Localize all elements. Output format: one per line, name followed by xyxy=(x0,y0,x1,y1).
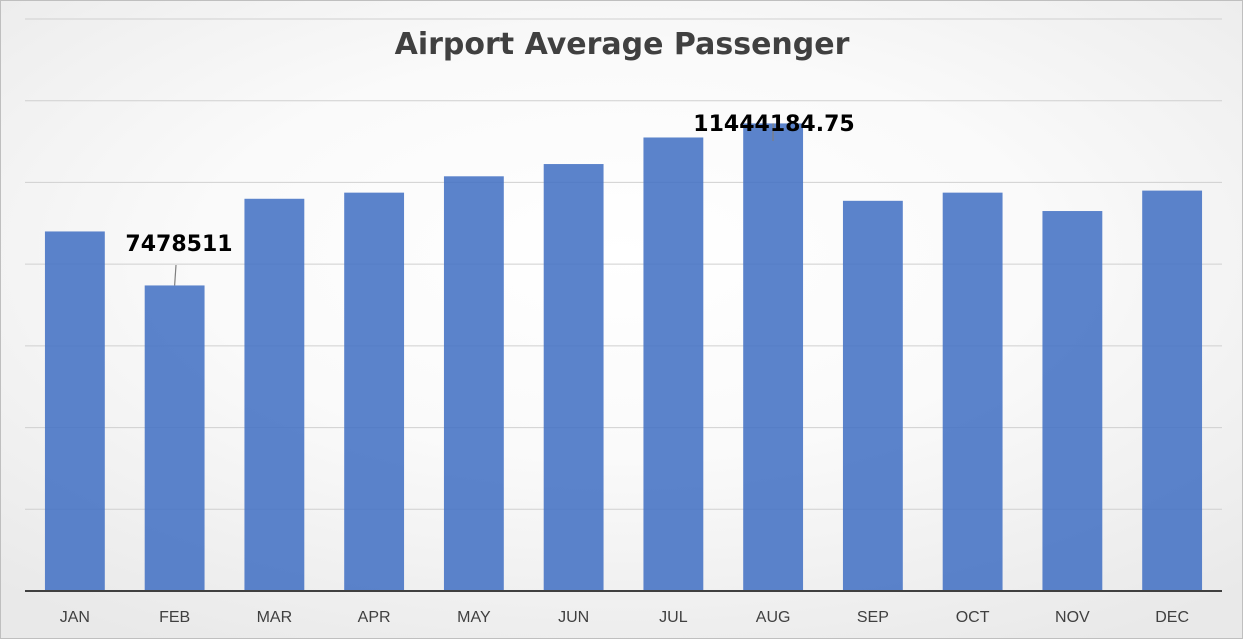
bar-nov xyxy=(1042,211,1103,591)
chart-title: Airport Average Passenger xyxy=(395,27,850,62)
x-tick-label-nov: NOV xyxy=(1055,609,1090,626)
x-tick-label-jan: JAN xyxy=(60,609,90,626)
x-tick-label-apr: APR xyxy=(358,609,391,626)
x-tick-label-sep: SEP xyxy=(857,609,889,626)
bars xyxy=(44,123,1203,592)
leader-line-feb xyxy=(174,264,177,286)
bar-aug xyxy=(743,123,804,591)
bar-may xyxy=(443,176,504,592)
bar-feb xyxy=(144,285,205,591)
x-tick-label-mar: MAR xyxy=(257,609,293,626)
bar-sep xyxy=(842,200,903,592)
x-tick-label-jun: JUN xyxy=(558,609,589,626)
bar-jul xyxy=(643,137,704,591)
bar-jan xyxy=(44,231,105,591)
data-label-feb: 7478511 xyxy=(125,232,232,257)
bar-oct xyxy=(942,192,1003,591)
x-tick-labels: JAN FEB MAR APR MAY JUN JUL AUG SEP OCT NOV DEC xyxy=(60,609,1189,626)
x-tick-label-jul: JUL xyxy=(659,609,688,626)
data-label-aug: 11444184.75 xyxy=(693,112,854,137)
x-tick-label-may: MAY xyxy=(457,609,491,626)
data-labels: 7478511 11444184.75 xyxy=(125,112,855,286)
bar-mar xyxy=(244,198,305,591)
x-tick-label-dec: DEC xyxy=(1155,609,1189,626)
x-tick-label-aug: AUG xyxy=(756,609,791,626)
x-tick-label-oct: OCT xyxy=(956,609,990,626)
x-tick-label-feb: FEB xyxy=(159,609,190,626)
gridlines xyxy=(25,18,1222,510)
bar-apr xyxy=(344,192,405,591)
bar-jun xyxy=(543,164,604,592)
bar-dec xyxy=(1142,190,1203,591)
